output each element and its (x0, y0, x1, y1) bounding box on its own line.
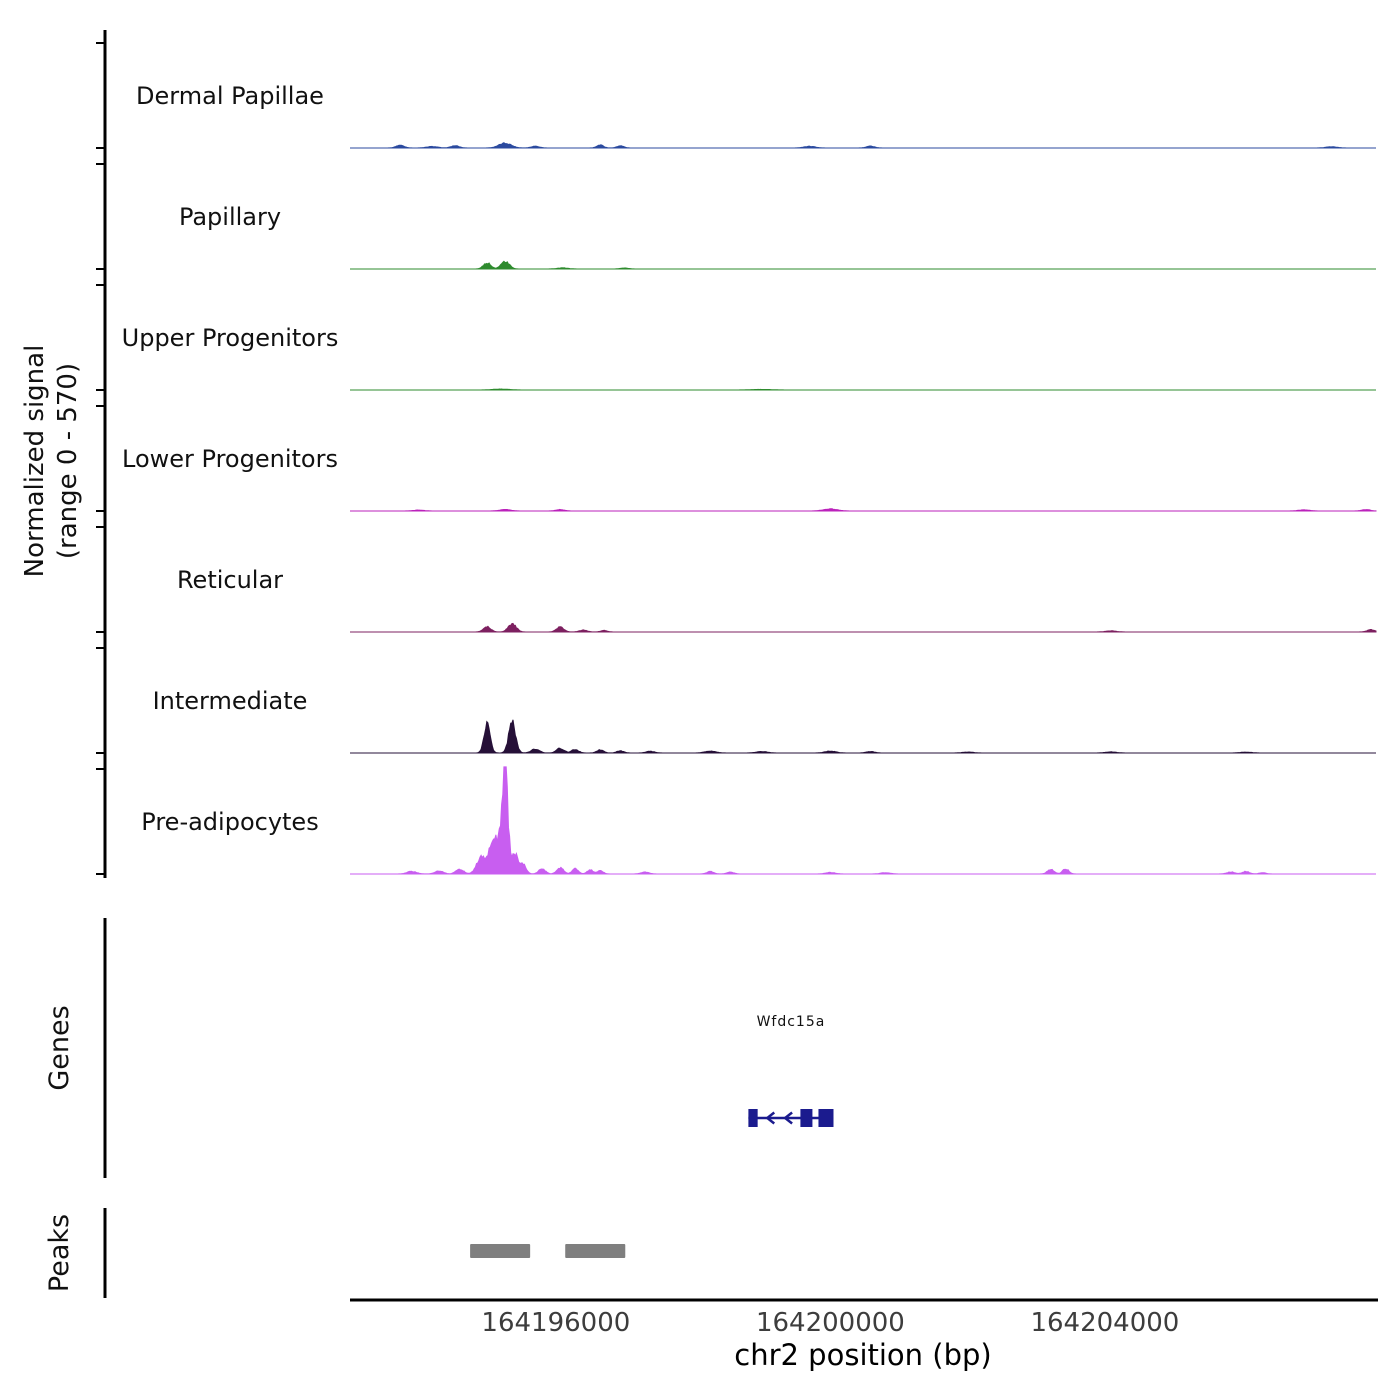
track-label-dermal-papillae: Dermal Papillae (136, 82, 324, 110)
track-label-pre-adipocytes: Pre-adipocytes (141, 808, 319, 836)
peak-region-0 (470, 1244, 531, 1258)
gene-strand-arrow-0 (765, 1111, 776, 1125)
gene-exon-2 (818, 1109, 834, 1127)
signal-area-dermal-papillae (350, 142, 1376, 149)
signal-area-pre-adipocytes (350, 766, 1376, 875)
track-label-papillary: Papillary (178, 203, 282, 231)
signal-area-upper-progenitors (350, 388, 1376, 391)
gene-strand-arrow-1 (783, 1111, 793, 1125)
y-axis-label-line2: (range 0 - 570) (53, 362, 83, 560)
gene-exon-0 (748, 1109, 758, 1127)
genes-section-label: Genes (44, 1005, 75, 1091)
peaks-section-label: Peaks (44, 1213, 75, 1293)
gene-name-label: Wfdc15a (756, 1014, 826, 1030)
signal-area-lower-progenitors (350, 508, 1377, 512)
signal-area-papillary (350, 260, 1376, 270)
track-label-reticular: Reticular (176, 566, 284, 594)
x-tick-label-0: 164196000 (481, 1308, 631, 1338)
gene-exon-1 (800, 1109, 813, 1127)
signal-area-intermediate (350, 719, 1376, 754)
peak-region-1 (565, 1244, 626, 1258)
track-label-upper-progenitors: Upper Progenitors (121, 324, 339, 352)
track-label-intermediate: Intermediate (152, 687, 308, 715)
signal-area-reticular (350, 622, 1377, 633)
x-axis-title: chr2 position (bp) (734, 1338, 992, 1372)
y-axis-label-line1: Normalized signal (20, 344, 50, 578)
track-label-lower-progenitors: Lower Progenitors (122, 445, 338, 473)
x-tick-label-2: 164204000 (1030, 1308, 1180, 1338)
y-axis-label: Normalized signal (range 0 - 570) (19, 151, 85, 771)
x-tick-label-1: 164200000 (755, 1308, 905, 1338)
